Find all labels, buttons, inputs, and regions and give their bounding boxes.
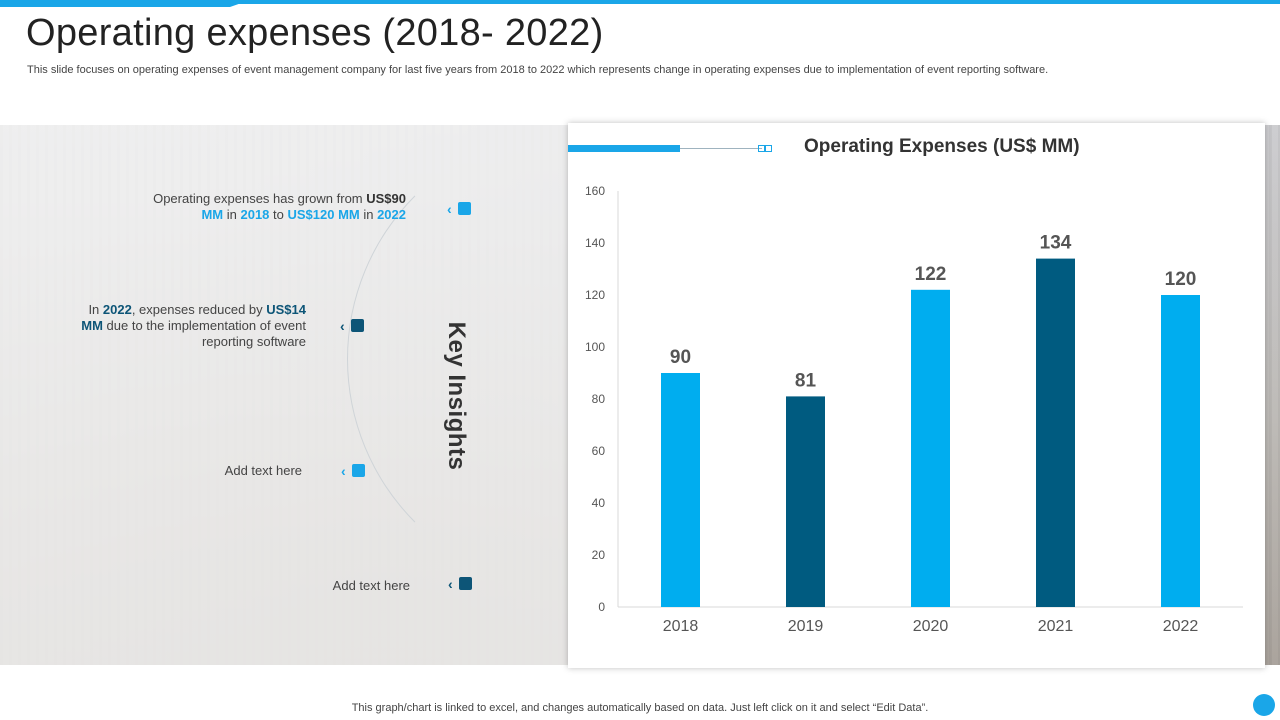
insight-3-text: Add text here [224, 463, 302, 478]
y-tick-label: 120 [585, 288, 605, 302]
x-tick-label-2019: 2019 [788, 618, 824, 635]
chevron-left-icon: ‹ [341, 463, 346, 479]
corner-dot [1253, 694, 1275, 716]
top-accent-tab [0, 0, 250, 7]
bar-2022 [1161, 295, 1200, 607]
x-tick-label-2022: 2022 [1163, 618, 1199, 635]
y-tick-label: 160 [585, 184, 605, 198]
card-accent-strip [568, 145, 680, 152]
data-label-2020: 122 [915, 264, 947, 285]
insight-1-marker: ‹ [447, 201, 473, 217]
bar-2019 [786, 396, 825, 607]
square-bullet-icon [458, 202, 471, 215]
page-subtitle: This slide focuses on operating expenses… [27, 64, 1049, 76]
y-tick-label: 80 [592, 392, 606, 406]
chart-title: Operating Expenses (US$ MM) [804, 136, 1080, 157]
chart-card: Operating Expenses (US$ MM) 0 20 40 60 80 100… [568, 123, 1265, 668]
chevron-left-icon: ‹ [448, 576, 453, 592]
insight-4-text: Add text here [332, 578, 410, 593]
y-tick-label: 40 [592, 496, 606, 510]
y-tick-label: 140 [585, 236, 605, 250]
chevron-left-icon: ‹ [447, 201, 452, 217]
insight-2-text: In 2022, expenses reduced by US$14 MM du… [81, 302, 306, 349]
data-label-2022: 120 [1165, 269, 1197, 290]
insight-4-marker: ‹ [448, 576, 474, 592]
data-label-2021: 134 [1040, 233, 1072, 254]
key-insights-heading: Key Insights [443, 321, 470, 471]
x-tick-label-2020: 2020 [913, 618, 949, 635]
insight-3-marker: ‹ [341, 463, 367, 479]
square-bullet-icon [459, 577, 472, 590]
insights-arc [347, 128, 808, 590]
square-bullet-icon [351, 319, 364, 332]
x-tick-label-2021: 2021 [1038, 618, 1074, 635]
footer-note: This graph/chart is linked to excel, and… [351, 702, 929, 714]
bar-2021 [1036, 258, 1075, 607]
insight-2-marker: ‹ [340, 318, 366, 334]
card-accent-line [680, 148, 762, 149]
square-bullet-icon [352, 464, 365, 477]
data-label-2019: 81 [795, 370, 817, 391]
bar-chart[interactable]: 0 20 40 60 80 100 120 140 160 90 2018 81 2019 122 2020… [568, 123, 1265, 668]
bar-2020 [911, 289, 950, 607]
bar-2018 [661, 373, 700, 607]
page-title: Operating expenses (2018- 2022) [26, 12, 604, 54]
y-tick-label: 0 [598, 600, 605, 614]
y-tick-label: 100 [585, 340, 605, 354]
top-accent-bar [0, 0, 1280, 4]
y-tick-label: 60 [592, 444, 606, 458]
x-tick-label-2018: 2018 [663, 618, 699, 635]
card-accent-dot [765, 145, 772, 152]
insight-1-text: Operating expenses has grown from US$90 … [153, 191, 406, 222]
data-label-2018: 90 [670, 347, 691, 368]
y-tick-label: 20 [592, 548, 606, 562]
chevron-left-icon: ‹ [340, 318, 345, 334]
card-accent-dot [758, 145, 765, 152]
